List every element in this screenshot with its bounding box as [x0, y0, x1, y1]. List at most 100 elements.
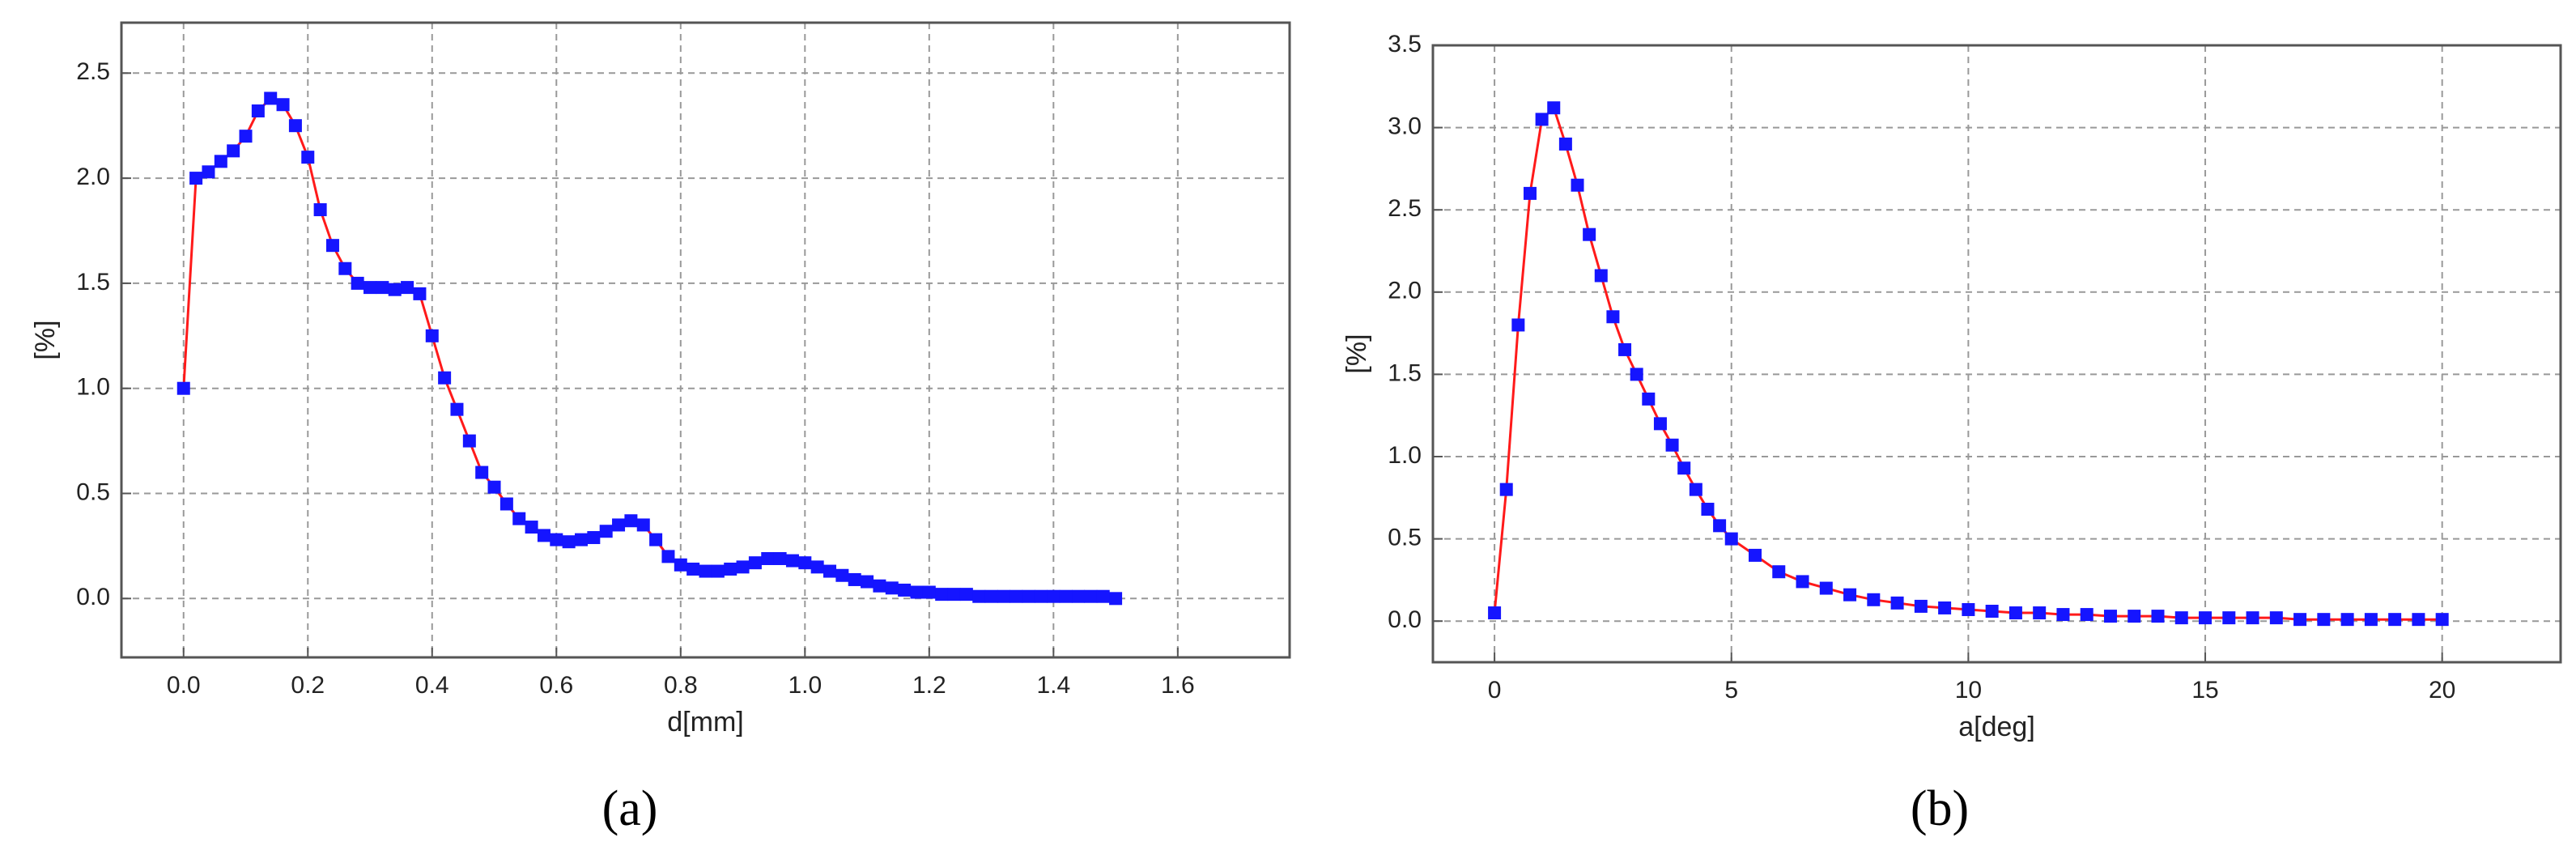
- data-point: [848, 572, 861, 586]
- data-point: [1488, 606, 1502, 620]
- y-tick-label: 3.0: [1388, 113, 1422, 140]
- data-point: [773, 551, 787, 565]
- x-tick-label: 15: [2191, 677, 2218, 704]
- data-point: [959, 588, 973, 602]
- data-point: [462, 434, 476, 448]
- data-point: [599, 525, 613, 538]
- data-point: [972, 589, 986, 603]
- data-point: [935, 588, 949, 602]
- data-point: [898, 583, 912, 597]
- x-tick-label: 0.8: [664, 672, 698, 699]
- data-point: [1724, 532, 1738, 546]
- data-point: [947, 588, 961, 602]
- data-point: [351, 276, 364, 290]
- x-tick-label: 1.0: [788, 672, 822, 699]
- data-point: [687, 562, 700, 576]
- data-point: [1653, 417, 1667, 431]
- data-point: [425, 329, 439, 342]
- data-point: [1749, 548, 1762, 562]
- x-tick-label: 10: [1955, 677, 1982, 704]
- data-point: [2128, 610, 2141, 623]
- y-tick-label: 1.5: [1388, 359, 1422, 386]
- data-point: [1010, 589, 1023, 603]
- data-point: [873, 579, 886, 593]
- data-point: [251, 104, 265, 118]
- x-tick-label: 0: [1488, 677, 1502, 704]
- data-point: [785, 554, 799, 568]
- data-point: [1630, 368, 1643, 381]
- data-point: [587, 531, 601, 545]
- data-point: [1772, 565, 1786, 579]
- data-point: [1523, 186, 1537, 200]
- data-point: [1689, 483, 1702, 496]
- data-point: [1558, 137, 1572, 151]
- data-point: [1084, 589, 1098, 603]
- data-point: [1962, 602, 1975, 616]
- data-point: [1606, 310, 1620, 324]
- data-point: [264, 91, 278, 105]
- x-tick-label: 0.0: [167, 672, 201, 699]
- data-point: [1890, 596, 1904, 610]
- data-point: [176, 381, 190, 395]
- data-point: [1665, 438, 1679, 452]
- data-point: [798, 556, 812, 570]
- data-point: [1796, 575, 1809, 589]
- data-point: [2246, 611, 2259, 625]
- data-point: [363, 281, 377, 295]
- caption: (a): [602, 781, 658, 836]
- data-point: [699, 564, 712, 578]
- x-tick-label: 20: [2429, 677, 2455, 704]
- data-point: [1072, 589, 1086, 603]
- data-point: [313, 203, 327, 217]
- data-point: [997, 589, 1010, 603]
- x-tick-label: 1.2: [912, 672, 946, 699]
- data-point: [202, 165, 215, 179]
- data-point: [1985, 605, 1999, 619]
- data-point: [1047, 589, 1061, 603]
- data-point: [2388, 613, 2402, 627]
- data-point: [910, 585, 924, 599]
- data-point: [325, 239, 339, 253]
- data-point: [189, 172, 203, 185]
- data-point: [499, 497, 513, 511]
- data-point: [823, 564, 837, 578]
- data-point: [1583, 227, 1596, 241]
- data-point: [574, 533, 588, 546]
- data-point: [2340, 613, 2354, 627]
- data-point: [810, 560, 824, 574]
- plot-area: [1433, 45, 2561, 662]
- y-tick-label: 2.5: [76, 58, 110, 85]
- data-point: [413, 287, 427, 300]
- x-tick-label: 1.4: [1036, 672, 1070, 699]
- x-axis-label: d[mm]: [667, 707, 743, 738]
- data-point: [288, 119, 302, 133]
- y-tick-label: 0.5: [1388, 525, 1422, 551]
- data-point: [2317, 613, 2331, 627]
- data-point: [214, 155, 227, 168]
- x-tick-label: 0.2: [291, 672, 325, 699]
- data-point: [2293, 613, 2307, 627]
- y-axis-label: [%]: [1341, 334, 1372, 373]
- data-point: [1642, 392, 1656, 406]
- data-point: [438, 371, 452, 385]
- data-point: [2412, 613, 2425, 627]
- data-point: [861, 575, 874, 589]
- data-point: [512, 512, 526, 525]
- data-point: [1819, 581, 1833, 595]
- data-point: [2174, 611, 2188, 625]
- data-point: [1867, 593, 1881, 606]
- data-point: [550, 533, 563, 546]
- data-point: [1594, 269, 1608, 283]
- y-axis-label: [%]: [30, 320, 61, 359]
- data-point: [612, 518, 626, 532]
- data-point: [376, 281, 389, 295]
- data-point: [2151, 610, 2165, 623]
- data-point: [2222, 611, 2236, 625]
- data-point: [2199, 611, 2213, 625]
- data-point: [636, 518, 650, 532]
- y-tick-label: 2.5: [1388, 195, 1422, 222]
- data-point: [276, 98, 290, 112]
- x-tick-label: 1.6: [1161, 672, 1195, 699]
- data-point: [1914, 599, 1928, 613]
